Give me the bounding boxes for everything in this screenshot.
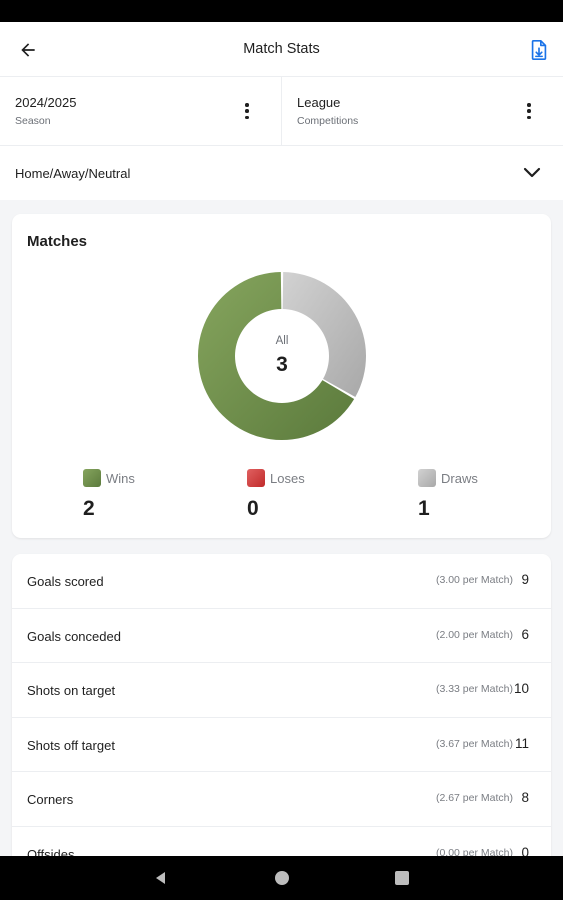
legend-value: 1	[418, 497, 430, 520]
legend-label: Wins	[106, 470, 135, 486]
venue-value: Home/Away/Neutral	[15, 166, 131, 181]
filter-bar: 2024/2025 Season League Competitions	[0, 77, 563, 146]
loses-swatch	[247, 469, 265, 487]
page-title: Match Stats	[243, 41, 320, 57]
stat-row-shots-on-target: Shots on target (3.33 per Match) 10	[12, 663, 551, 718]
nav-recents-icon[interactable]	[392, 868, 412, 888]
nav-back-icon[interactable]	[151, 868, 171, 888]
stat-name: Goals conceded	[27, 628, 121, 644]
stat-value: 8	[521, 790, 529, 805]
stat-name: Shots on target	[27, 683, 116, 698]
wins-swatch	[83, 469, 101, 487]
venue-dropdown[interactable]: Home/Away/Neutral	[0, 146, 563, 200]
arrow-back-icon[interactable]	[14, 36, 42, 64]
stat-row-goals-conceded: Goals conceded (2.00 per Match) 6	[12, 609, 551, 663]
legend-value: 0	[247, 497, 259, 520]
more-vert-icon[interactable]	[521, 101, 537, 121]
season-label: Season	[15, 115, 51, 127]
stat-name: Goals scored	[27, 574, 104, 589]
matches-donut-chart	[197, 272, 366, 440]
legend-label: Draws	[441, 470, 478, 486]
season-value: 2024/2025	[15, 95, 77, 110]
app-bar: Match Stats	[0, 22, 563, 77]
competition-filter[interactable]: League Competitions	[281, 77, 563, 145]
stat-per-match: (3.33 per Match)	[435, 683, 513, 695]
stat-per-match: (0.00 per Match)	[435, 846, 513, 859]
donut-center-total: 3	[276, 353, 288, 376]
legend-value: 2	[83, 497, 95, 520]
status-bar	[0, 0, 563, 22]
draws-swatch	[418, 469, 436, 487]
competition-value: League	[297, 95, 341, 110]
matches-title: Matches	[27, 233, 88, 250]
legend-label: Loses	[270, 470, 305, 486]
stat-row-goals-scored: Goals scored (3.00 per Match) 9	[12, 554, 551, 609]
stat-value: 9	[521, 572, 529, 587]
file-download-icon[interactable]	[525, 36, 553, 64]
stat-per-match: (2.67 per Match)	[435, 792, 513, 804]
season-filter[interactable]: 2024/2025 Season	[0, 77, 281, 145]
stat-per-match: (2.00 per Match)	[435, 628, 513, 641]
stat-value: 10	[513, 681, 529, 696]
stat-row-shots-off-target: Shots off target (3.67 per Match) 11	[12, 718, 551, 772]
stat-name: Corners	[27, 792, 74, 807]
donut-center-label: All	[275, 335, 289, 347]
chevron-down-icon[interactable]	[521, 163, 543, 183]
donut-slice-wins	[197, 272, 355, 440]
donut-slice-draws	[282, 272, 366, 397]
stat-value: 6	[521, 626, 529, 642]
stat-per-match: (3.00 per Match)	[435, 574, 513, 586]
matches-card: Matches All 3 Wins 2 Loses	[12, 214, 551, 538]
legend-wins: Wins 2	[83, 469, 135, 521]
legend-loses: Loses 0	[247, 469, 305, 521]
more-vert-icon[interactable]	[239, 101, 255, 121]
nav-home-icon[interactable]	[272, 868, 292, 888]
stat-name: Shots off target	[27, 737, 115, 753]
stats-card: Goals scored (3.00 per Match) 9 Goals co…	[12, 554, 551, 874]
legend-draws: Draws 1	[418, 469, 478, 521]
competition-label: Competitions	[297, 115, 359, 127]
stat-value: 0	[521, 844, 529, 860]
stat-per-match: (3.67 per Match)	[435, 737, 513, 750]
system-nav-bar	[0, 856, 563, 900]
stat-value: 11	[514, 735, 529, 751]
stat-row-corners: Corners (2.67 per Match) 8	[12, 772, 551, 827]
